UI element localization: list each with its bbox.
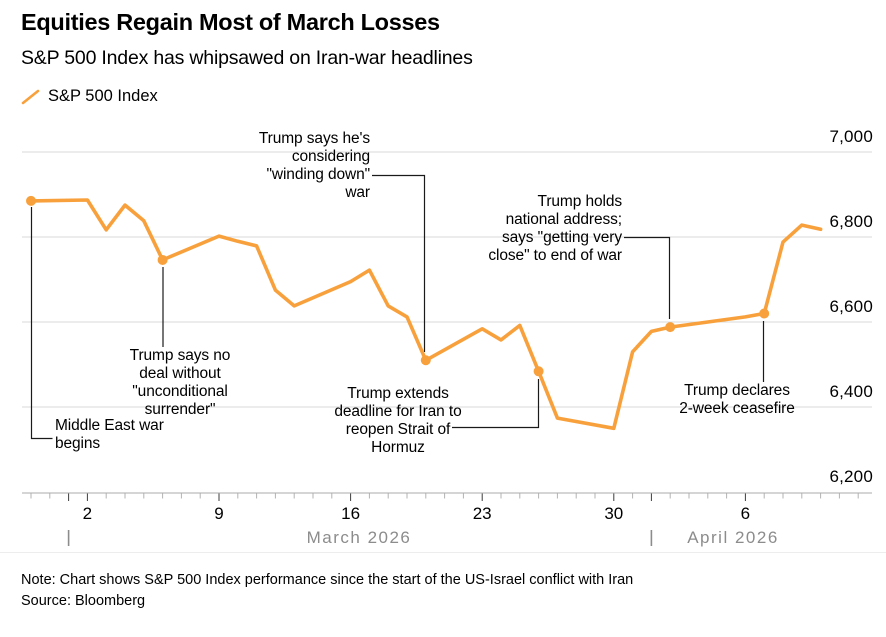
- x-axis-tick-label: 30: [604, 504, 624, 523]
- annotation-connector: [30, 207, 53, 440]
- event-marker: [533, 366, 544, 377]
- annotation-connector: [452, 379, 540, 429]
- y-axis-label: 7,000: [829, 127, 873, 146]
- x-axis-tick-label: 6: [740, 504, 751, 523]
- annotation-connector: [372, 174, 426, 352]
- annotation-strait-of-hormuz: Trump extends deadline for Iran to reope…: [334, 385, 462, 456]
- y-axis-label: 6,600: [829, 297, 873, 316]
- legend-label: S&P 500 Index: [48, 87, 158, 105]
- legend: S&P 500 Index: [21, 87, 158, 106]
- x-axis-tick-label: 16: [341, 504, 361, 523]
- x-axis-tick-label: 23: [472, 504, 492, 523]
- note-line: Note: Chart shows S&P 500 Index performa…: [21, 572, 634, 588]
- x-axis-tick-label: 9: [214, 504, 224, 523]
- chart-subtitle: S&P 500 Index has whipsawed on Iran-war …: [21, 47, 473, 69]
- event-marker: [665, 322, 676, 333]
- page-title: Equities Regain Most of March Losses: [21, 9, 440, 35]
- month-label: April 2026: [687, 528, 779, 547]
- event-marker: [26, 195, 36, 206]
- event-marker: [157, 254, 168, 265]
- annotation-unconditional-surrender: Trump says no deal without "unconditiona…: [129, 347, 231, 418]
- y-axis-label: 6,400: [829, 382, 873, 401]
- y-axis-label: 6,800: [829, 212, 873, 231]
- y-axis-label: 6,200: [829, 467, 873, 486]
- annotation-national-address: Trump holds national address; says "gett…: [488, 193, 622, 264]
- annotation-two-week-ceasefire: Trump declares 2-week ceasefire: [679, 382, 795, 417]
- annotation-middle-east-war: Middle East war begins: [55, 417, 164, 452]
- month-label: March 2026: [306, 528, 412, 547]
- annotation-connector: [624, 236, 671, 319]
- event-marker: [420, 355, 431, 366]
- legend-slash-icon: [21, 89, 40, 104]
- annotation-winding-down-war: Trump says he's considering "winding dow…: [258, 130, 370, 201]
- footnote: Note: Chart shows S&P 500 Index performa…: [21, 570, 633, 611]
- source-line: Source: Bloomberg: [21, 592, 146, 609]
- series-line-sp500: [29, 198, 823, 431]
- event-marker: [759, 308, 770, 319]
- footer-divider: [0, 552, 886, 553]
- x-axis-tick-label: 2: [82, 504, 93, 523]
